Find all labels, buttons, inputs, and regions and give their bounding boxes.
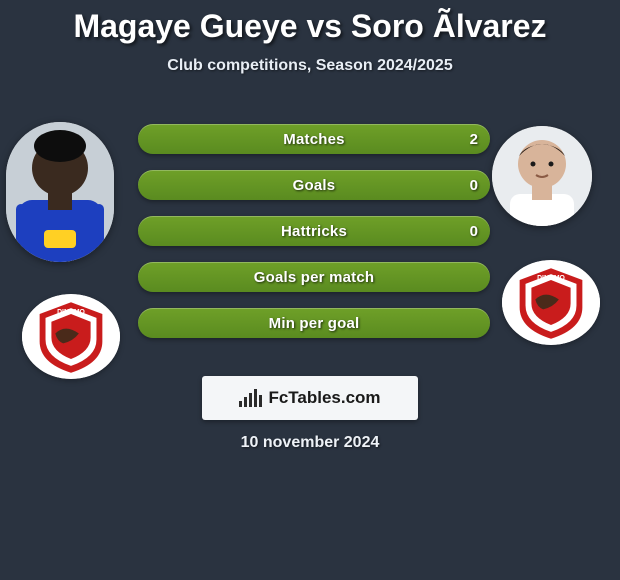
footer-date: 10 november 2024 <box>0 434 620 452</box>
stat-value: 0 <box>470 223 478 240</box>
player-left-avatar <box>6 122 114 262</box>
stat-label: Matches <box>138 131 490 148</box>
branding-bars-icon <box>239 389 262 407</box>
branding-badge: FcTables.com <box>202 376 418 420</box>
club-right-badge: DINAMO <box>502 260 600 345</box>
page-subtitle: Club competitions, Season 2024/2025 <box>0 57 620 75</box>
stat-label: Min per goal <box>138 315 490 332</box>
stat-row: Matches 2 <box>138 124 490 154</box>
stats-container: Matches 2 Goals 0 Hattricks 0 Goals per … <box>138 124 490 354</box>
player-right-avatar <box>492 126 592 226</box>
club-left-badge: DINAMO <box>22 294 120 379</box>
branding-text: FcTables.com <box>268 388 380 408</box>
club-left-name: DINAMO <box>57 309 85 316</box>
stat-label: Goals <box>138 177 490 194</box>
page-title: Magaye Gueye vs Soro Ãlvarez <box>0 0 620 45</box>
stat-row: Hattricks 0 <box>138 216 490 246</box>
stat-row: Min per goal <box>138 308 490 338</box>
stat-value: 0 <box>470 177 478 194</box>
stat-label: Hattricks <box>138 223 490 240</box>
stat-value: 2 <box>470 131 478 148</box>
stat-row: Goals per match <box>138 262 490 292</box>
club-right-name: DINAMO <box>537 275 565 282</box>
stat-row: Goals 0 <box>138 170 490 200</box>
stat-label: Goals per match <box>138 269 490 286</box>
